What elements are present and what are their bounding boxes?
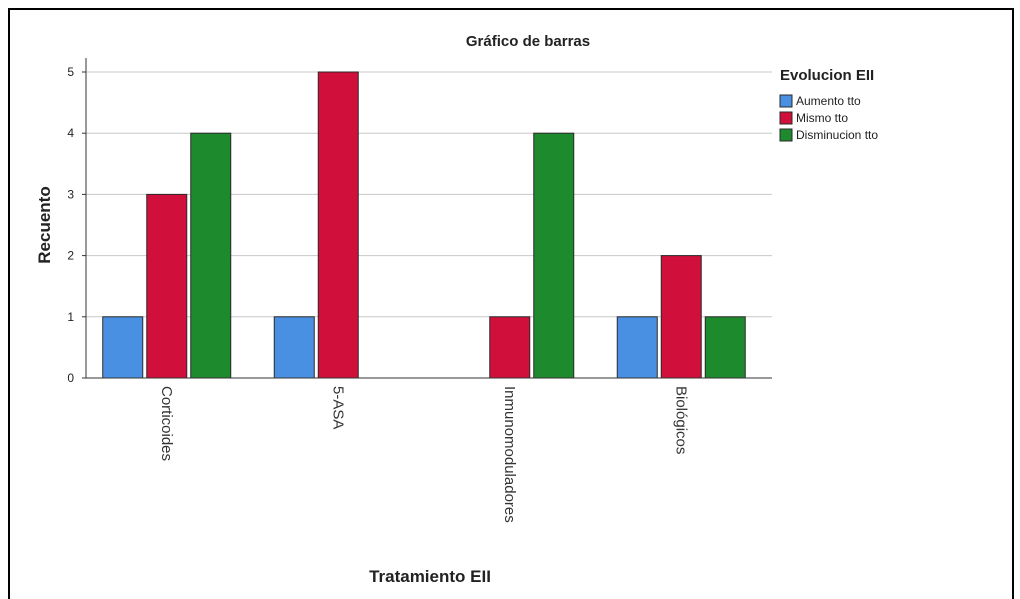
legend-swatch	[779, 128, 793, 142]
bar	[190, 132, 232, 379]
category-label: Corticoides	[158, 386, 175, 461]
category-label: Biológicos	[672, 386, 689, 454]
y-tick-label: 5	[67, 65, 74, 79]
legend: Evolucion EII Aumento tto Mismo tto Dismin…	[779, 67, 878, 142]
legend-label: Disminucion tto	[796, 128, 878, 142]
bar	[273, 316, 315, 379]
axes	[85, 58, 772, 379]
category-label: Inmunomoduladores	[501, 386, 518, 523]
bar	[533, 132, 575, 379]
legend-label: Mismo tto	[796, 111, 848, 125]
bar	[704, 316, 746, 379]
legend-title: Evolucion EII	[780, 67, 874, 84]
y-axis-ticks: 0 1 2 3 4 5	[67, 65, 86, 385]
legend-swatch	[779, 94, 793, 108]
bar	[317, 71, 359, 379]
y-tick-label: 2	[67, 249, 74, 263]
bar	[616, 316, 658, 379]
bars	[102, 71, 746, 379]
bar	[146, 193, 188, 379]
y-tick-label: 3	[67, 187, 74, 201]
chart-frame	[8, 8, 1014, 599]
y-tick-label: 4	[67, 126, 74, 140]
bar	[489, 316, 531, 379]
bar	[660, 255, 702, 379]
category-label: 5-ASA	[329, 386, 346, 429]
legend-label: Aumento tto	[796, 94, 861, 108]
category-labels: Corticoides 5-ASA Inmunomoduladores Biológi…	[158, 386, 690, 523]
y-axis-label: Recuento	[35, 186, 54, 263]
x-axis-label: Tratamiento EII	[369, 567, 491, 586]
y-tick-label: 0	[67, 371, 74, 385]
legend-swatch	[779, 111, 793, 125]
bar	[102, 316, 144, 379]
chart-title: Gráfico de barras	[466, 33, 590, 50]
y-tick-label: 1	[67, 310, 74, 324]
